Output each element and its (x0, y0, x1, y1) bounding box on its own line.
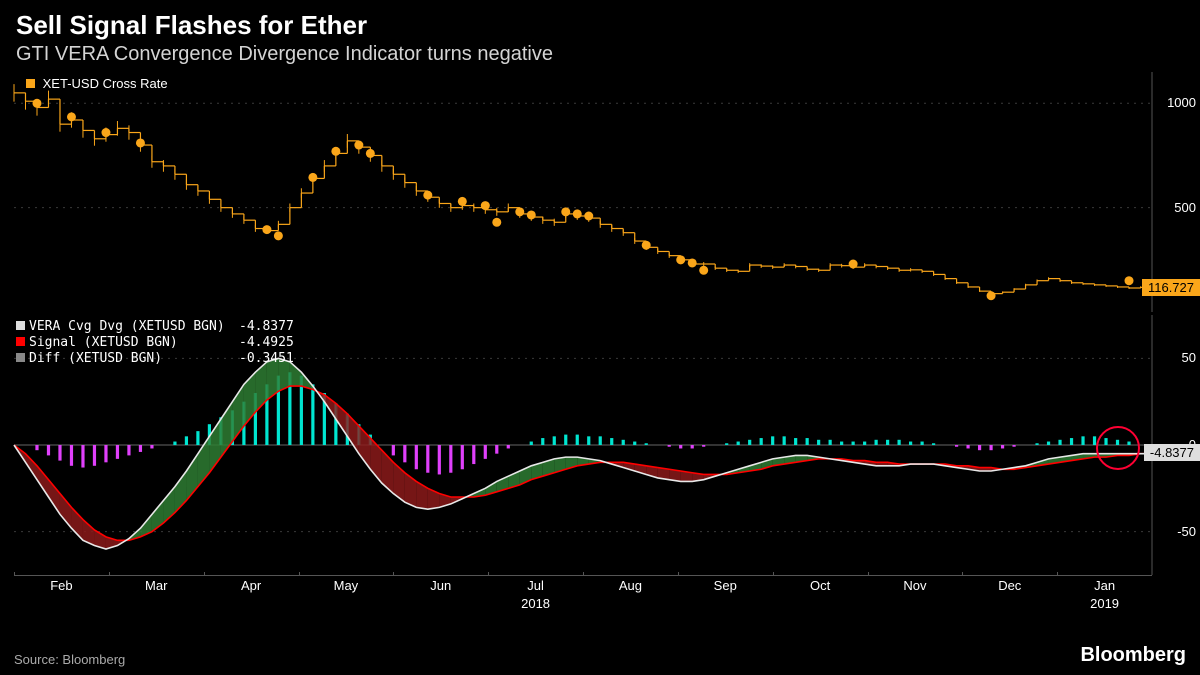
x-tick-label: Jul (527, 578, 544, 593)
legend-swatch-icon (16, 321, 25, 330)
x-tick-label: Apr (241, 578, 261, 593)
y-tick-label: 50 (1182, 350, 1196, 365)
y-tick-label: 500 (1174, 200, 1196, 215)
x-year-label: 2019 (1090, 596, 1119, 611)
legend-row: Diff (XETUSD BGN) -0.3451 (16, 351, 294, 366)
legend-value: -0.3451 (239, 351, 294, 366)
chart-subtitle: GTI VERA Convergence Divergence Indicato… (16, 43, 1184, 66)
x-tick-label: Jan (1094, 578, 1115, 593)
legend-value: -4.4925 (239, 335, 294, 350)
chart-title: Sell Signal Flashes for Ether (16, 10, 1184, 41)
x-axis: Feb Mar Apr May Jun Jul Aug Sep Oct Nov Dec Jan 2018… (14, 575, 1152, 615)
x-year-label: 2018 (521, 596, 550, 611)
oscillator-chart: VERA Cvg Dvg (XETUSD BGN) -4.8377 Signal… (0, 315, 1200, 575)
price-chart: XET-USD Cross Rate 1000 500 116.727 (0, 72, 1200, 312)
legend-value: -4.8377 (239, 319, 294, 334)
x-tick-label: Feb (50, 578, 72, 593)
price-chart-svg (0, 72, 1200, 312)
footer: Source: Bloomberg Bloomberg (14, 644, 1186, 667)
legend-row: VERA Cvg Dvg (XETUSD BGN) -4.8377 (16, 319, 294, 334)
legend-label: Diff (XETUSD BGN) (29, 351, 239, 366)
y-tick-label: -50 (1177, 524, 1196, 539)
price-legend: XET-USD Cross Rate (26, 76, 168, 91)
x-tick-label: Sep (714, 578, 737, 593)
brand-logo: Bloomberg (1080, 644, 1186, 667)
legend-swatch-icon (26, 79, 35, 88)
legend-label: Signal (XETUSD BGN) (29, 335, 239, 350)
x-tick-label: Aug (619, 578, 642, 593)
x-tick-label: Oct (810, 578, 830, 593)
y-tick-label: 1000 (1167, 95, 1196, 110)
oscillator-legend: VERA Cvg Dvg (XETUSD BGN) -4.8377 Signal… (16, 319, 294, 367)
source-attribution: Source: Bloomberg (14, 652, 125, 667)
x-tick-label: May (334, 578, 359, 593)
x-tick-label: Dec (998, 578, 1021, 593)
legend-swatch-icon (16, 337, 25, 346)
x-tick-label: Mar (145, 578, 167, 593)
chart-header: Sell Signal Flashes for Ether GTI VERA C… (0, 0, 1200, 72)
price-last-value-badge: 116.727 (1142, 279, 1200, 296)
legend-row: Signal (XETUSD BGN) -4.4925 (16, 335, 294, 350)
x-tick-label: Jun (430, 578, 451, 593)
oscillator-last-value-badge: -4.8377 (1144, 444, 1200, 461)
x-tick-label: Nov (903, 578, 926, 593)
legend-label: VERA Cvg Dvg (XETUSD BGN) (29, 319, 239, 334)
legend-swatch-icon (16, 353, 25, 362)
price-legend-label: XET-USD Cross Rate (43, 76, 168, 91)
